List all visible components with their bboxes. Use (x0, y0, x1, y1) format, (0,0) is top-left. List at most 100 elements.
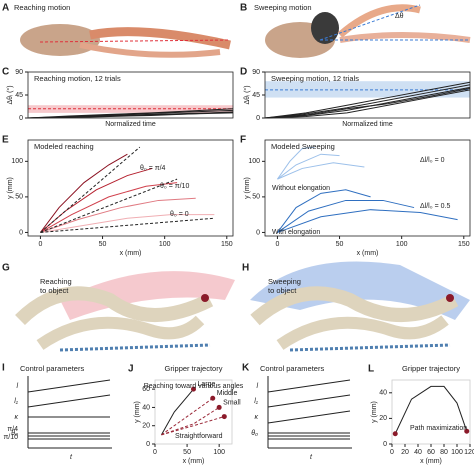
series-line (27, 111, 234, 119)
y-tick-label: 0 (146, 441, 150, 448)
x-tick-label: 50 (336, 241, 344, 248)
panel-label: G (2, 263, 10, 274)
series-line (264, 84, 471, 119)
y-tick-label: 90 (15, 69, 23, 76)
y-axis-label: y (mm) (371, 401, 378, 423)
series-line (277, 146, 315, 180)
y-tick-label: 45 (15, 92, 23, 99)
x-tick-label: 100 (213, 449, 225, 456)
y-tick-label: 20 (379, 415, 387, 422)
panel-label: F (240, 135, 246, 146)
photo-note: Δθ (395, 13, 404, 20)
series-line (40, 217, 215, 233)
annotation: With elongation (272, 229, 320, 236)
x-tick-label: 150 (458, 241, 470, 248)
x-axis-label: Normalized time (105, 121, 156, 128)
row-line (267, 410, 351, 424)
plot-frame (154, 379, 233, 445)
x-tick-label: 100 (451, 449, 463, 456)
x-tick-label: 100 (396, 241, 408, 248)
plot-frame (264, 139, 471, 237)
row-note: π/4 (7, 426, 18, 433)
series-label: Straightforward (175, 433, 223, 440)
x-tick-label: 50 (183, 449, 191, 456)
plot-frame (27, 139, 234, 237)
series-line (40, 214, 215, 233)
series-line (40, 178, 178, 233)
photo-caption: Reaching (40, 277, 72, 286)
chart-title: Gripper trajectory (402, 364, 460, 373)
end-marker (216, 404, 222, 410)
chart-title: Reaching motion, 12 trials (34, 74, 121, 83)
chart-title: Sweeping motion, 12 trials (271, 74, 359, 83)
chart-title: Modeled reaching (34, 142, 94, 151)
row-label: θ₀ (251, 430, 258, 437)
start-marker (392, 431, 398, 437)
x-axis-label: Normalized time (342, 121, 393, 128)
x-tick-label: 0 (275, 241, 279, 248)
panel-label: I (2, 363, 5, 374)
series-line (277, 153, 340, 180)
x-tick-label: 0 (390, 449, 394, 456)
annotation: θ₀ = π/10 (160, 183, 189, 190)
annotation: Without elongation (272, 185, 330, 192)
y-tick-label: 40 (379, 390, 387, 397)
panel-label: E (2, 135, 9, 146)
chart-subtitle: Reaching toward various angles (144, 383, 244, 390)
row-label: κ (255, 414, 259, 421)
row-line (27, 379, 111, 393)
row-line (27, 394, 111, 408)
series-line (277, 199, 415, 233)
x-axis-label: t (310, 454, 313, 461)
panel-label: L (368, 364, 374, 375)
row-label: l₁ (14, 398, 19, 405)
y-axis-label: Δθᵢ (°) (6, 85, 14, 104)
chart-title: Gripper trajectory (165, 364, 223, 373)
x-tick-label: 50 (99, 241, 107, 248)
row-label: θ₀ (11, 430, 18, 437)
series-line (40, 146, 141, 233)
series-line (160, 388, 194, 436)
x-axis-label: x (mm) (357, 250, 379, 257)
y-axis-label: Δθᵢ (°) (243, 85, 251, 104)
photo-caption: to object (40, 286, 69, 295)
panel-label: D (240, 67, 247, 78)
x-tick-label: 120 (464, 449, 474, 456)
row-line (267, 379, 351, 393)
y-tick-label: 100 (11, 158, 23, 165)
panel-label: A (2, 3, 9, 14)
annotation: θ₀ = 0 (170, 211, 189, 218)
series-line (161, 416, 225, 436)
series-line (264, 87, 471, 119)
x-axis-label: x (mm) (420, 458, 442, 465)
chart-title: Modeled Sweeping (271, 142, 335, 151)
series-label: Large (198, 381, 216, 388)
x-tick-label: 0 (153, 449, 157, 456)
panel-label: H (242, 263, 249, 274)
y-tick-label: 60 (142, 386, 150, 393)
x-axis-label: x (mm) (120, 250, 142, 257)
panel-title: Reaching motion (14, 3, 70, 12)
x-axis-label: x (mm) (183, 458, 205, 465)
series-line (277, 162, 365, 180)
series-line (277, 189, 371, 233)
row-line (267, 394, 351, 408)
y-axis-label: y (mm) (134, 401, 141, 423)
y-tick-label: 0 (19, 115, 23, 122)
end-marker (210, 395, 216, 401)
series-line (264, 81, 471, 119)
row-label: κ (15, 414, 19, 421)
y-axis-label: y (mm) (7, 177, 14, 199)
y-tick-label: 0 (19, 229, 23, 236)
plot-frame (391, 379, 471, 445)
panel-title: Control parameters (260, 364, 324, 373)
x-axis-label: t (70, 454, 73, 461)
y-tick-label: 0 (256, 115, 260, 122)
y-axis-label: y (mm) (244, 177, 251, 199)
photo-caption: Sweeping (268, 277, 301, 286)
end-marker (464, 428, 470, 434)
annotation: Δl/l₀ = 0.5 (420, 203, 450, 210)
row-label: l (256, 383, 258, 390)
y-tick-label: 0 (383, 441, 387, 448)
